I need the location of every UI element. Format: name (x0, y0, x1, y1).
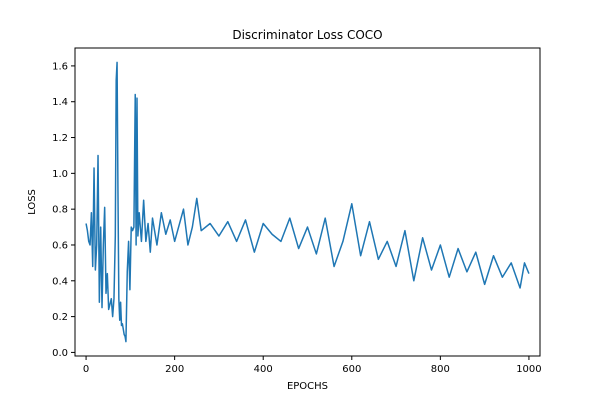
y-tick-label: 0.4 (52, 276, 68, 287)
x-tick-label: 1000 (516, 364, 541, 375)
y-tick-label: 1.6 (52, 61, 68, 72)
y-tick-label: 0.8 (52, 205, 68, 216)
y-axis-label: LOSS (27, 189, 38, 215)
plot-frame (74, 47, 541, 357)
x-tick-label: 800 (431, 364, 450, 375)
chart-title: Discriminator Loss COCO (232, 28, 382, 42)
x-axis: 0 200 400 600 800 1000 (83, 356, 542, 375)
y-tick-label: 0.2 (52, 312, 68, 323)
y-axis: 0.0 0.2 0.4 0.6 0.8 1.0 1.2 1.4 1.6 (52, 61, 75, 359)
x-axis-label: EPOCHS (287, 381, 328, 392)
y-tick-label: 1.2 (52, 133, 68, 144)
y-tick-label: 0.0 (52, 348, 68, 359)
y-tick-label: 0.6 (52, 240, 68, 251)
x-tick-label: 400 (254, 364, 273, 375)
y-tick-label: 1.0 (52, 169, 68, 180)
y-tick-label: 1.4 (52, 97, 68, 108)
x-tick-label: 200 (165, 364, 184, 375)
x-tick-label: 600 (342, 364, 361, 375)
x-tick-label: 0 (83, 364, 89, 375)
series-line (85, 61, 530, 343)
